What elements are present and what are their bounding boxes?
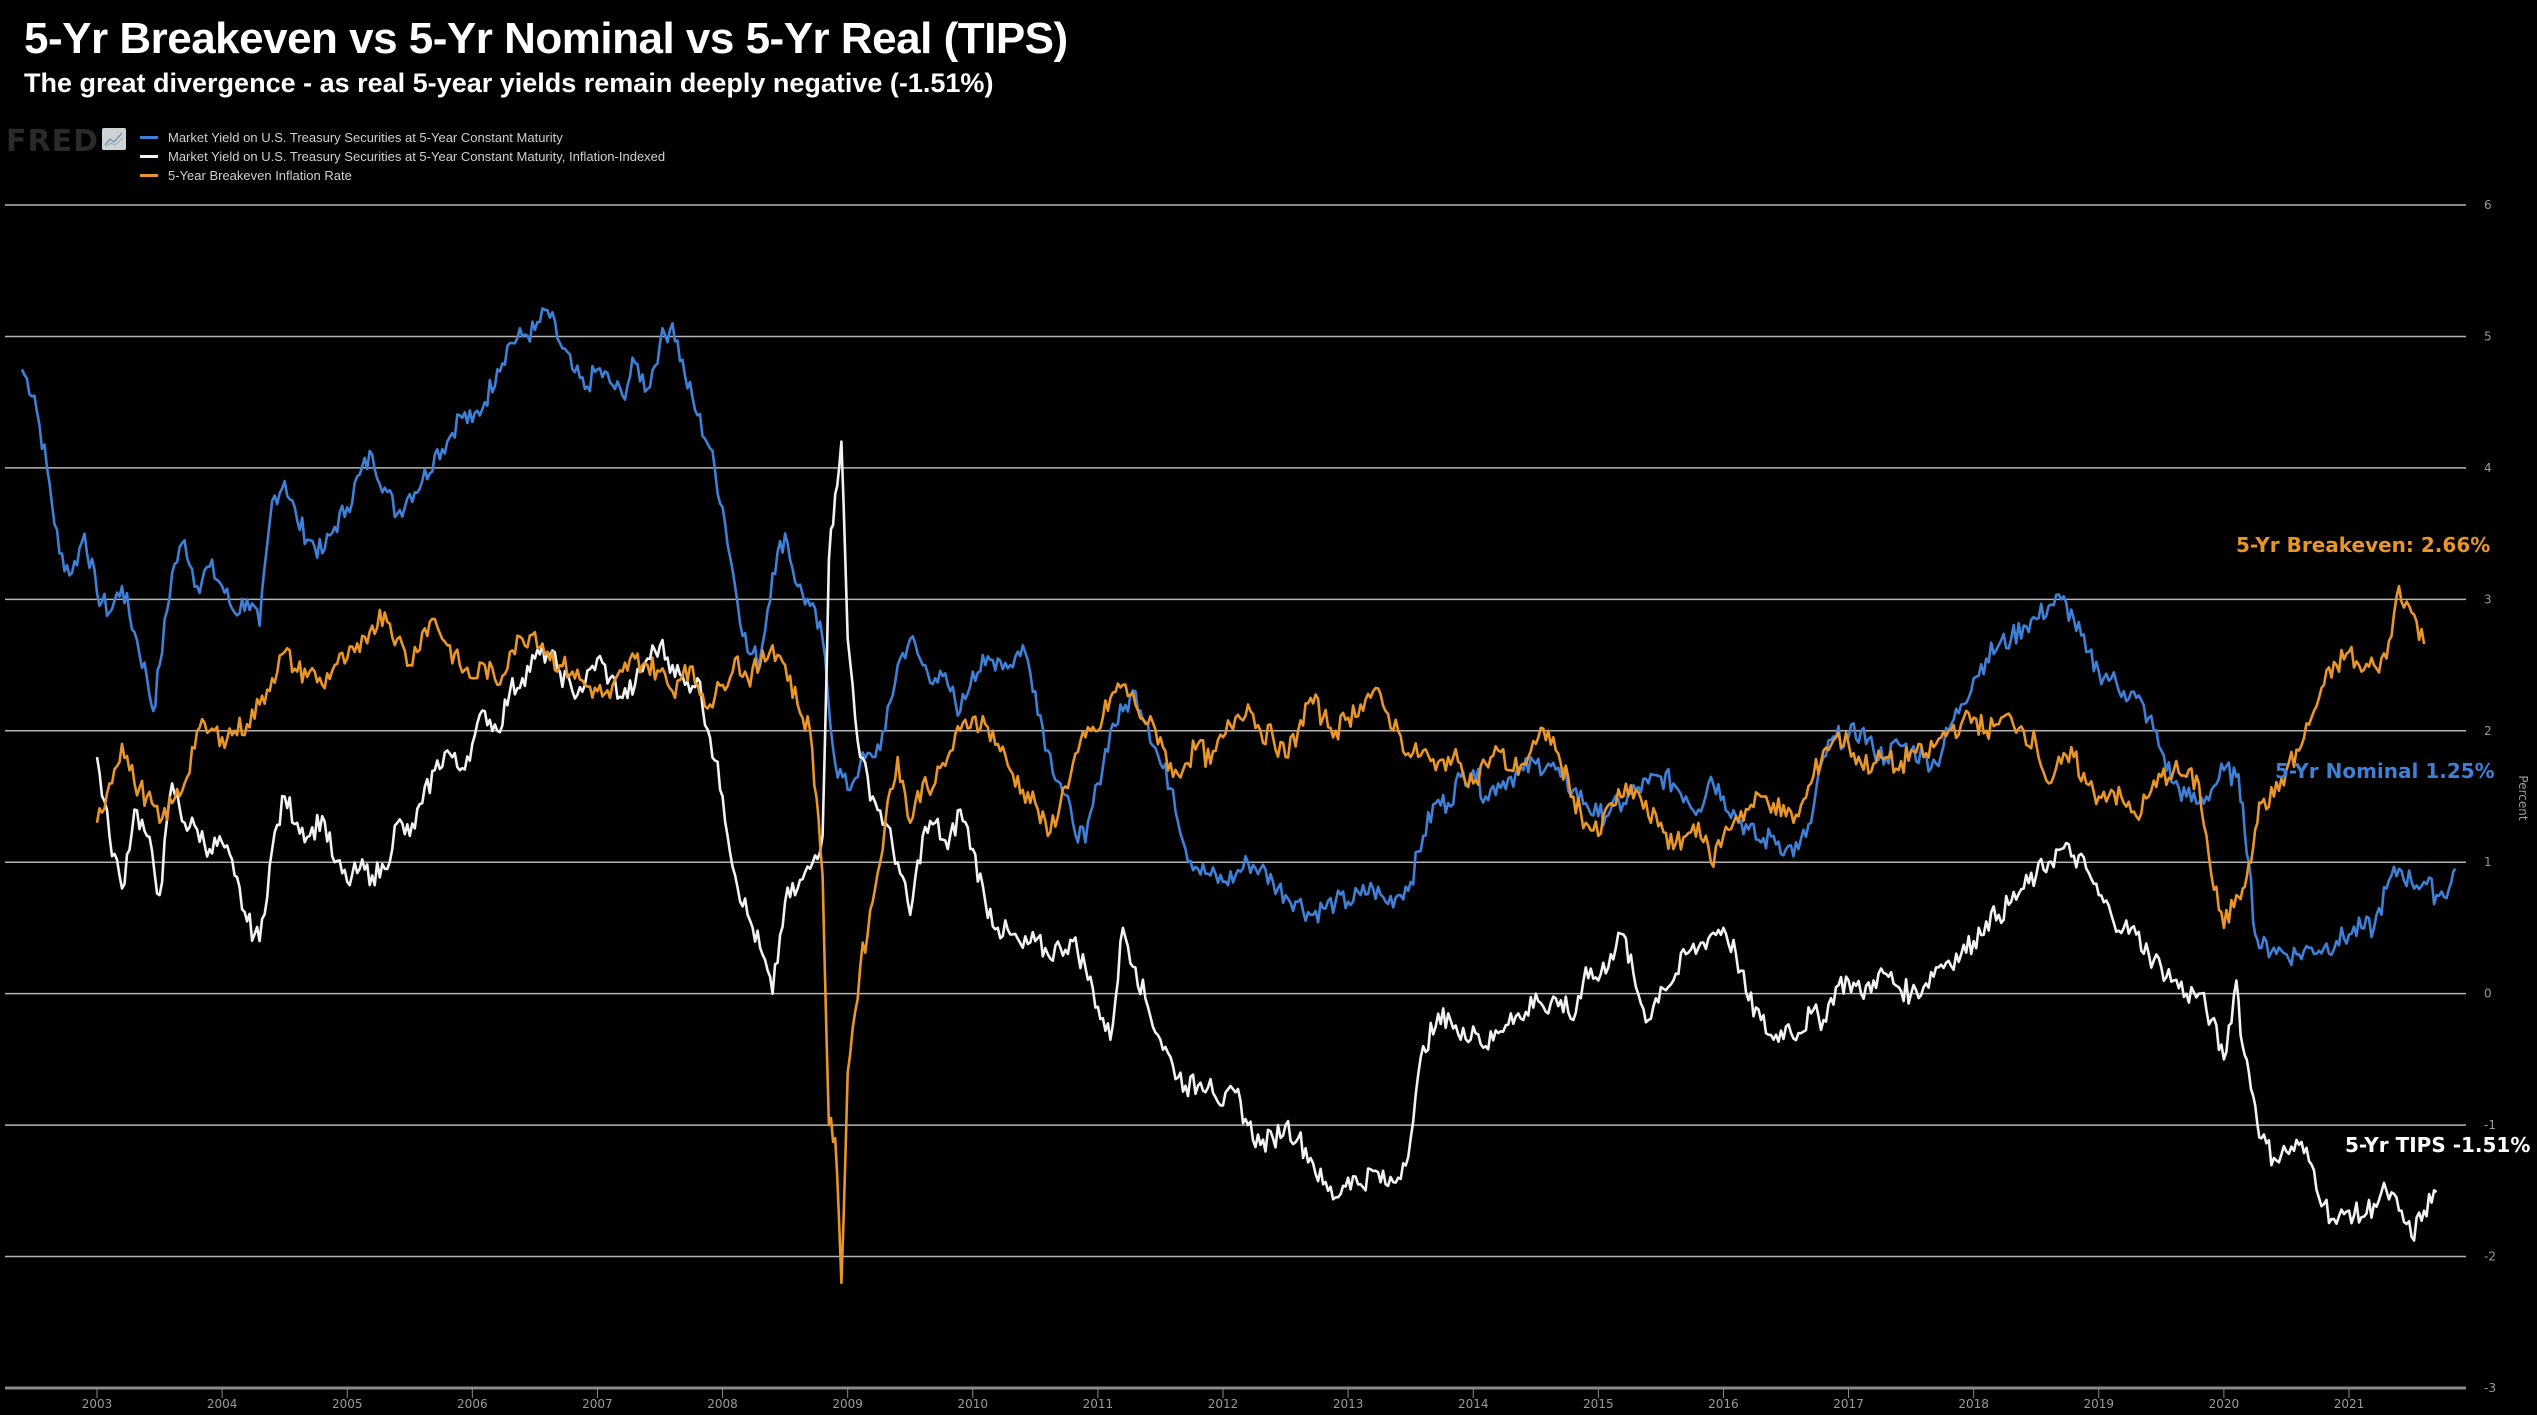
- y-tick-label: 4: [2484, 461, 2492, 475]
- chart-subtitle: The great divergence - as real 5-year yi…: [24, 68, 994, 98]
- legend-item-nominal: Market Yield on U.S. Treasury Securities…: [140, 128, 665, 147]
- y-tick-label: 6: [2484, 198, 2492, 212]
- x-tick-label: 2013: [1333, 1397, 1364, 1411]
- annotations: 5-Yr Breakeven: 2.66% 5-Yr Nominal 1.25% 5…: [2236, 533, 2530, 1157]
- legend-item-tips: Market Yield on U.S. Treasury Securities…: [140, 147, 665, 166]
- x-tick-label: 2009: [832, 1397, 863, 1411]
- x-tick-label: 2004: [207, 1397, 238, 1411]
- x-tick-label: 2016: [1708, 1397, 1739, 1411]
- x-tick-label: 2019: [2084, 1397, 2115, 1411]
- annotation-label: 5-Yr Nominal 1.25%: [2275, 759, 2495, 783]
- y-axis-label: Percent: [2516, 775, 2530, 820]
- annotation-label: 5-Yr TIPS -1.51%: [2345, 1133, 2530, 1157]
- x-tick-label: 2017: [1833, 1397, 1864, 1411]
- legend-swatch-breakeven: [140, 174, 158, 177]
- x-tick-label: 2006: [457, 1397, 488, 1411]
- legend-label: 5-Year Breakeven Inflation Rate: [168, 168, 352, 183]
- legend-item-breakeven: 5-Year Breakeven Inflation Rate: [140, 166, 665, 185]
- y-tick-label: 0: [2484, 987, 2492, 1001]
- legend-label: Market Yield on U.S. Treasury Securities…: [168, 149, 666, 164]
- x-tick-label: 2015: [1583, 1397, 1614, 1411]
- fred-graph-icon: [102, 128, 126, 150]
- x-tick-label: 2014: [1458, 1397, 1489, 1411]
- x-tick-label: 2005: [332, 1397, 363, 1411]
- y-tick-label: 3: [2484, 592, 2492, 606]
- x-tick-label: 2020: [2209, 1397, 2240, 1411]
- series-lines: [20, 307, 2457, 1285]
- annotation-label: 5-Yr Breakeven: 2.66%: [2236, 533, 2490, 557]
- x-tick-label: 2003: [82, 1397, 113, 1411]
- x-tick-label: 2011: [1083, 1397, 1114, 1411]
- series-line-nominal: [20, 307, 2457, 967]
- y-tick-label: 5: [2484, 329, 2492, 343]
- legend-swatch-nominal: [140, 136, 158, 139]
- legend: Market Yield on U.S. Treasury Securities…: [140, 128, 665, 185]
- x-tick-label: 2018: [1958, 1397, 1989, 1411]
- y-tick-label: -2: [2484, 1250, 2496, 1264]
- x-axis-ticks: 2003 2004 2005 2006 2007 2008 2009 2010 2011 2012…: [82, 1388, 2365, 1411]
- fred-logo: FRED: [6, 124, 99, 159]
- series-line-breakeven: [95, 584, 2426, 1285]
- series-line-tips: [95, 440, 2438, 1242]
- x-tick-label: 2008: [707, 1397, 738, 1411]
- x-tick-label: 2012: [1208, 1397, 1239, 1411]
- y-tick-label: 2: [2484, 724, 2492, 738]
- legend-label: Market Yield on U.S. Treasury Securities…: [168, 130, 563, 145]
- y-axis-ticks: 6 5 4 3 2 1 0 -1 -2 -3: [2484, 198, 2496, 1395]
- gridlines: [5, 204, 2466, 1390]
- y-tick-label: 1: [2484, 855, 2492, 869]
- legend-swatch-tips: [140, 155, 158, 158]
- x-tick-label: 2007: [582, 1397, 613, 1411]
- x-tick-label: 2021: [2334, 1397, 2365, 1411]
- y-tick-label: -1: [2484, 1118, 2496, 1132]
- y-tick-label: -3: [2484, 1381, 2496, 1395]
- x-tick-label: 2010: [958, 1397, 989, 1411]
- chart-title: 5-Yr Breakeven vs 5-Yr Nominal vs 5-Yr R…: [24, 14, 1068, 63]
